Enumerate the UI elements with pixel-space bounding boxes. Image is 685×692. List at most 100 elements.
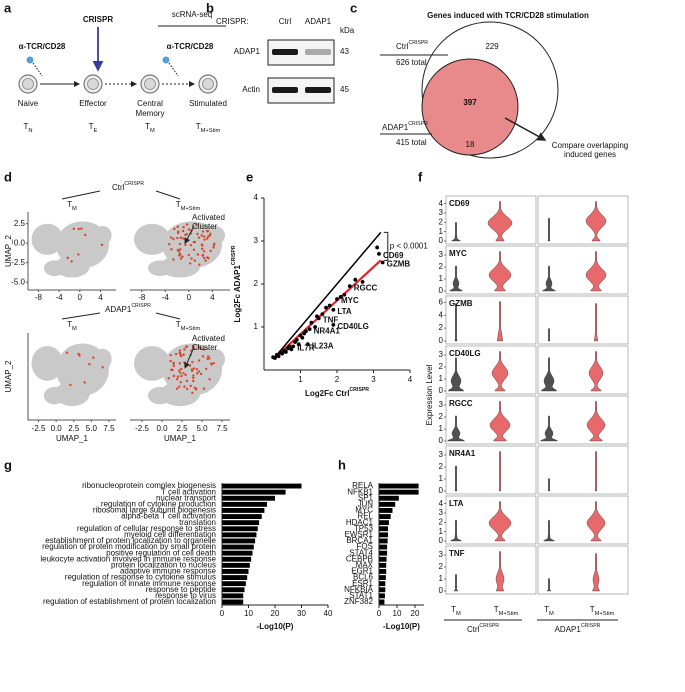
umap-condition: TM — [67, 200, 77, 211]
point — [335, 297, 339, 301]
category-label: CEBPB — [346, 554, 373, 563]
venn-adap1 — [421, 58, 519, 156]
umap-group-title-base: Ctrl — [112, 183, 125, 192]
activated-cell — [196, 372, 199, 375]
activated-cell — [179, 354, 183, 358]
bar — [379, 489, 419, 495]
cluster-arrow — [184, 346, 195, 369]
y-tick-label: 2 — [439, 323, 444, 332]
gene-panel — [537, 195, 629, 245]
point — [307, 327, 312, 332]
x-tick-label: 0 — [377, 609, 382, 618]
activated-cell — [206, 357, 209, 360]
violin — [447, 357, 465, 392]
y-tick-label: 1 — [439, 527, 444, 536]
activated-cell — [178, 254, 181, 257]
bar — [222, 538, 256, 544]
category-label: regulation of cellular response to stres… — [77, 524, 216, 533]
activated-cell — [202, 235, 206, 238]
activated-cell — [195, 223, 198, 227]
violin — [585, 250, 607, 292]
point — [300, 335, 305, 340]
y-tick-label: 2 — [439, 217, 444, 226]
activated-cell — [187, 253, 190, 257]
violin-group-sup: CRISPR — [479, 623, 499, 629]
gene-panel — [445, 195, 537, 245]
cluster-arrow — [184, 225, 195, 245]
activated-cell — [188, 364, 192, 367]
y-tick-label: 4 — [439, 310, 444, 319]
activated-cell — [184, 373, 187, 377]
point-label: IL7R — [297, 343, 315, 352]
gene-label: TNF — [449, 549, 465, 558]
bar — [379, 508, 393, 513]
activated-cell — [202, 256, 206, 260]
activated-cell — [168, 242, 171, 246]
gene-panel — [445, 245, 537, 295]
stimulus-icon — [26, 56, 34, 64]
cell-cloud — [31, 346, 64, 381]
x-tick-label: -8 — [35, 293, 43, 302]
x-tick-label: 2.5 — [176, 424, 188, 433]
activated-cell — [172, 237, 175, 241]
activated-cell — [201, 355, 205, 358]
activated-cell — [191, 360, 194, 364]
cell-cloud — [43, 386, 65, 405]
activated-cell — [70, 260, 73, 263]
category-label: HDAC1 — [346, 518, 374, 527]
gene-label: NR4A1 — [449, 449, 476, 458]
activated-cell — [183, 361, 186, 364]
activated-cell — [169, 353, 172, 357]
x-tick-label: 5.0 — [196, 424, 208, 433]
gene-panel — [445, 495, 537, 545]
x-tick-label: 0 — [78, 293, 83, 302]
activated-cell — [193, 386, 197, 390]
violin — [454, 465, 458, 492]
violin-group-sup: CRISPR — [581, 623, 601, 629]
activated-cell — [207, 256, 210, 260]
violin — [487, 200, 513, 242]
panel-label: c — [350, 0, 357, 15]
gene-label: MYC — [449, 249, 467, 258]
cell-cloud — [134, 346, 170, 381]
gene-panel — [537, 495, 629, 545]
gene-panel — [537, 545, 629, 595]
point — [291, 344, 296, 349]
category-label: ribosomal large subunit biogenesis — [93, 506, 216, 515]
umap-condition-base: T — [176, 320, 181, 329]
activated-cell — [190, 257, 193, 260]
umap-group-title-base: ADAP1 — [105, 305, 132, 314]
activated-cell — [172, 258, 175, 261]
category-label: response to virus — [155, 591, 216, 600]
umap-condition-base: T — [67, 200, 72, 209]
activated-cell — [177, 250, 181, 253]
gene-panel — [537, 295, 629, 345]
category-label: REL — [357, 512, 373, 521]
violin — [446, 415, 466, 442]
activated-cell — [176, 231, 180, 235]
activated-cell — [175, 387, 179, 390]
activated-cell — [202, 250, 206, 253]
violin — [586, 400, 606, 442]
activated-cell — [207, 355, 210, 358]
category-label: STAT1 — [349, 591, 373, 600]
violin — [592, 553, 600, 592]
violin — [449, 265, 463, 292]
stage-symbol: TM+Stim — [196, 122, 221, 133]
violin — [540, 357, 558, 392]
point-label: GZMB — [387, 260, 411, 269]
violin — [547, 478, 551, 492]
category-label: nuclear transport — [156, 493, 217, 502]
violin-y-label: Expression Level — [425, 364, 434, 425]
activated-cell — [176, 236, 179, 240]
bar — [222, 562, 250, 568]
point-label: TNF — [323, 316, 339, 325]
y-axis-label: Log2Fc ADAP1CRISPR — [231, 245, 242, 322]
activated-cell — [66, 256, 69, 260]
activated-cell — [183, 348, 186, 351]
x-tick-label: 30 — [297, 609, 306, 618]
point — [309, 320, 314, 325]
activated-cell — [169, 236, 173, 239]
band — [272, 49, 298, 55]
category-label: regulation of innate immune response — [82, 579, 216, 588]
